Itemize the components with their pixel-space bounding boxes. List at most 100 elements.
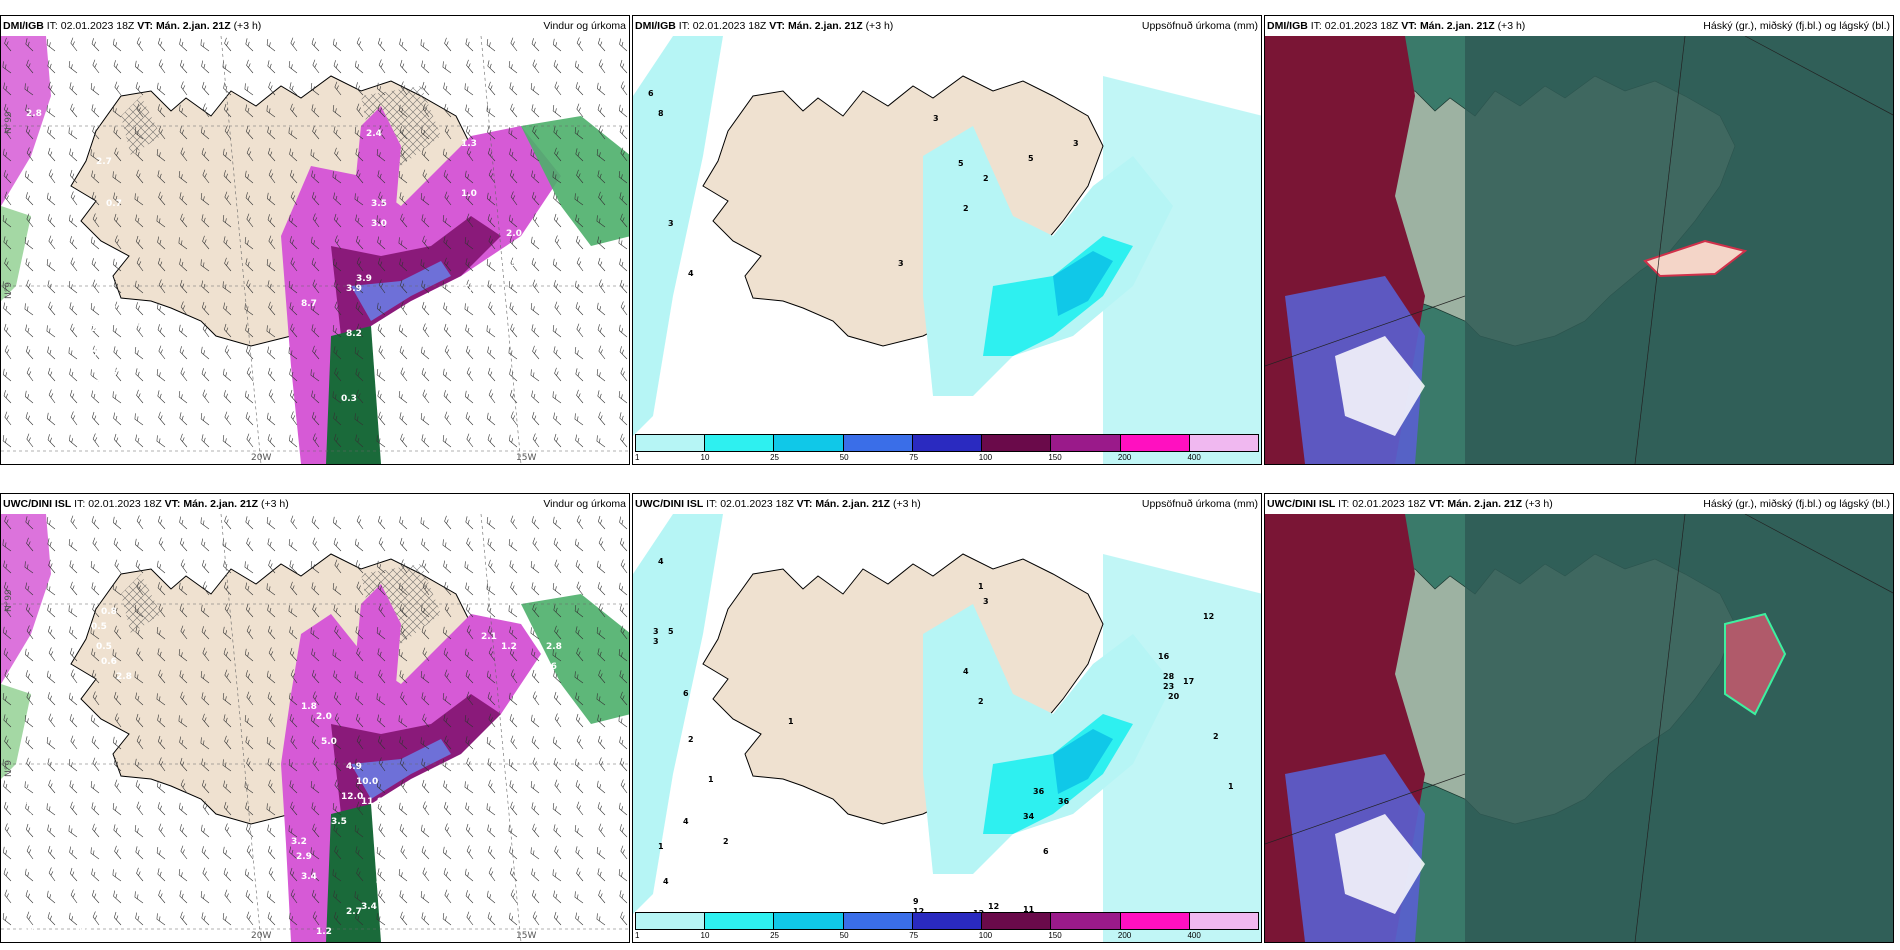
barb-stroke [619, 258, 628, 272]
barb-stroke [245, 258, 254, 272]
colorbar-swatch [705, 913, 775, 929]
barb-stroke [575, 60, 584, 74]
lead-time: (+3 h) [892, 498, 921, 510]
barb-stroke [179, 736, 188, 750]
wind-barb [135, 214, 144, 228]
value-label: 1.3 [461, 139, 477, 149]
wind-barb [69, 867, 78, 882]
wind-barb [598, 59, 606, 74]
value-label: 4 [663, 877, 669, 886]
panel-header: DMI/IGB IT: 02.01.2023 18Z VT: Mán. 2.ja… [1, 16, 629, 36]
wind-barb [378, 345, 386, 360]
barb-stroke [443, 846, 452, 860]
wind-barb [223, 560, 232, 574]
wind-barb [466, 757, 474, 772]
barb-stroke [399, 736, 408, 750]
barb-stroke [46, 737, 56, 750]
wind-barb [334, 779, 342, 794]
wind-barb [48, 559, 56, 574]
wind-barb [223, 170, 232, 184]
barb-stroke [134, 671, 144, 684]
barb-stroke [488, 713, 496, 728]
wind-barb [487, 670, 496, 684]
barb-stroke [310, 83, 320, 96]
barb-stroke [532, 433, 540, 448]
wind-barb [3, 780, 12, 794]
wind-barb [553, 213, 562, 228]
barb-stroke [244, 303, 254, 316]
wind-barb [4, 37, 12, 52]
wind-barb [597, 582, 606, 596]
wind-barb [575, 538, 584, 552]
barb-stroke [530, 149, 540, 162]
wind-barb [377, 82, 386, 96]
barb-stroke [157, 82, 166, 96]
barb-stroke [421, 604, 430, 618]
barb-stroke [26, 537, 34, 552]
barb-stroke [466, 279, 474, 294]
wind-barb [508, 539, 518, 552]
lead-time: (+3 h) [1497, 20, 1526, 32]
barb-stroke [70, 515, 78, 530]
barb-stroke [69, 368, 78, 382]
wind-barb [378, 537, 386, 552]
wind-barb [597, 735, 606, 750]
wind-barb [68, 347, 78, 360]
wind-barb [136, 647, 144, 662]
wind-barb [576, 389, 584, 404]
wind-barb [465, 390, 474, 404]
value-label: 3.5 [331, 817, 347, 827]
barb-stroke [378, 279, 386, 294]
wind-barb [178, 171, 188, 184]
init-time: 02.01.2023 18Z [1324, 20, 1399, 32]
barb-stroke [333, 213, 342, 228]
barb-stroke [400, 779, 408, 794]
barb-stroke [266, 803, 276, 816]
wind-barb [509, 302, 518, 316]
wind-barb [113, 412, 122, 426]
wind-barb [531, 868, 540, 882]
wind-barb [157, 324, 166, 338]
barb-stroke [597, 390, 606, 404]
wind-barb [246, 59, 254, 74]
precip-colorbar [635, 912, 1259, 930]
barb-stroke [3, 846, 12, 860]
valid-time: Mán. 2.jan. 21Z [787, 20, 863, 32]
barb-stroke [575, 846, 584, 860]
wind-barb [377, 735, 386, 750]
wind-barb [509, 626, 518, 640]
wind-barb [420, 671, 430, 684]
wind-barb [377, 37, 386, 52]
barb-stroke [157, 236, 166, 250]
barb-stroke [400, 691, 408, 706]
wind-barb [487, 60, 496, 74]
wind-barb [222, 435, 232, 448]
wind-barb [114, 235, 122, 250]
barb-stroke [575, 214, 584, 228]
barb-stroke [223, 390, 232, 404]
barb-stroke [333, 192, 342, 206]
barb-stroke [554, 147, 562, 162]
lead-time: (+3 h) [233, 20, 262, 32]
barb-stroke [354, 671, 364, 684]
barb-stroke [466, 433, 474, 448]
barb-stroke [422, 867, 430, 882]
wind-barb [268, 647, 276, 662]
wind-barb [200, 193, 210, 206]
wind-barb [135, 560, 144, 574]
wind-barb [267, 670, 276, 684]
valid-time: Mán. 2.jan. 21Z [183, 498, 259, 510]
barb-stroke [3, 626, 12, 640]
model-name: DMI/IGB [635, 20, 676, 32]
wind-barb [620, 433, 628, 448]
barb-stroke [90, 627, 100, 640]
barb-stroke [289, 434, 298, 448]
barb-stroke [597, 37, 606, 52]
value-label: 8 [658, 109, 664, 118]
barb-stroke [3, 148, 12, 162]
barb-stroke [334, 301, 342, 316]
barb-stroke [267, 845, 276, 860]
wind-barb [399, 670, 408, 684]
barb-stroke [619, 537, 628, 552]
wind-barb [70, 37, 78, 52]
